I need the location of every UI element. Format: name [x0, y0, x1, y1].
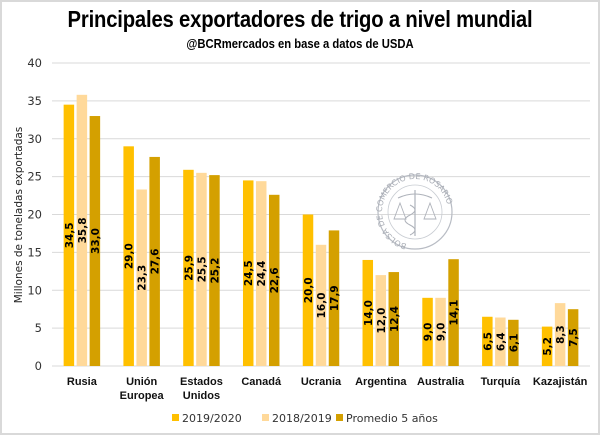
bar — [495, 317, 506, 366]
bar — [482, 316, 493, 366]
x-category-label: Canadá — [241, 376, 282, 388]
data-label: 25,5 — [196, 256, 208, 282]
bar — [567, 309, 579, 366]
bar — [508, 319, 519, 366]
chart-subtitle: @BCRmercados en base a datos de USDA — [186, 37, 414, 51]
x-category-label: Rusia — [67, 376, 98, 388]
y-tick-label: 20 — [27, 208, 42, 222]
bar — [422, 297, 433, 366]
bar — [375, 275, 387, 366]
bar — [242, 180, 254, 366]
legend-swatch — [262, 414, 269, 421]
data-labels: 34,5 35,8 33,0 29,023,327,6 25,9 25,5 25,2 24,5… — [64, 217, 580, 355]
x-category-label: Kazajistán — [533, 376, 588, 388]
bar — [209, 175, 220, 366]
data-label: 29,0 — [124, 243, 136, 269]
legend-label: Promedio 5 años — [346, 412, 438, 425]
bar — [255, 181, 267, 366]
data-label: 25,2 — [209, 258, 221, 284]
data-label: 7,5 — [568, 328, 580, 347]
y-tick-label: 15 — [27, 245, 42, 259]
bar — [76, 94, 88, 366]
legend-swatch — [172, 414, 179, 421]
data-label: 9,0 — [436, 323, 448, 342]
data-label: 25,9 — [183, 255, 195, 281]
y-tick-label: 40 — [27, 56, 42, 70]
x-category-label: Argentina — [355, 376, 407, 388]
data-label: 17,9 — [329, 285, 341, 311]
data-label: 12,4 — [389, 306, 401, 332]
y-tick-label: 25 — [27, 170, 42, 184]
data-label: 14,0 — [363, 300, 375, 326]
bar — [89, 116, 101, 367]
bars — [63, 94, 579, 367]
bar — [149, 156, 160, 366]
bar — [448, 259, 459, 366]
data-label: 35,8 — [77, 217, 89, 243]
y-tick-label: 10 — [27, 283, 42, 297]
x-category-label: Ucrania — [301, 376, 342, 388]
data-label: 34,5 — [64, 222, 76, 248]
data-label: 6,4 — [495, 332, 507, 351]
bar — [196, 172, 207, 366]
y-tick-label: 35 — [27, 94, 42, 108]
legend: 2019/2020 2018/2019 Promedio 5 años — [172, 412, 438, 425]
x-category-label: Turquía — [481, 376, 521, 388]
x-category-label: Unidos — [183, 390, 220, 402]
bar — [541, 326, 553, 366]
bar — [268, 194, 280, 366]
data-label: 33,0 — [90, 228, 102, 254]
x-category-label: Estados — [180, 376, 223, 388]
x-axis-categories: Rusia Unión Europea Estados Unidos Canadá Ucra… — [67, 376, 588, 402]
y-tick-label: 30 — [27, 132, 42, 146]
bar — [183, 169, 194, 366]
data-label: 22,6 — [269, 267, 281, 293]
y-axis-label: Millones de toneladas exportadas — [13, 127, 25, 304]
y-axis-ticks: 0 5 10 15 20 25 30 35 40 — [27, 56, 42, 373]
x-category-label: Europea — [120, 390, 165, 402]
data-label: 6,5 — [482, 332, 494, 351]
data-label: 9,0 — [423, 323, 435, 342]
data-label: 20,0 — [303, 277, 315, 303]
data-label: 8,3 — [555, 325, 567, 344]
legend-label: 2019/2020 — [182, 412, 242, 425]
watermark-seal: BOLSA DE COMERCIO DE ROSARIO — [375, 172, 454, 251]
data-label: 27,6 — [150, 249, 162, 275]
data-label: 14,1 — [449, 300, 461, 326]
legend-label: 2018/2019 — [272, 412, 332, 425]
bar — [315, 244, 327, 366]
bar — [302, 214, 314, 366]
legend-swatch — [336, 414, 343, 421]
y-tick-label: 0 — [35, 359, 42, 373]
bar — [435, 297, 446, 366]
bar — [362, 259, 374, 366]
bar — [63, 104, 75, 366]
data-label: 24,5 — [243, 260, 255, 286]
data-label: 5,2 — [542, 337, 554, 356]
data-label: 6,1 — [508, 334, 520, 353]
data-label: 23,3 — [137, 265, 149, 291]
bar — [388, 272, 400, 366]
bar — [136, 189, 147, 366]
bar — [123, 146, 134, 366]
bar — [554, 303, 566, 366]
y-tick-label: 5 — [35, 321, 42, 335]
data-label: 12,0 — [376, 308, 388, 334]
data-label: 24,4 — [256, 261, 268, 287]
bar — [328, 230, 340, 366]
x-category-label: Unión — [126, 376, 157, 388]
data-label: 16,0 — [316, 292, 328, 318]
x-category-label: Australia — [417, 376, 465, 388]
chart-title: Principales exportadores de trigo a nive… — [67, 6, 533, 32]
